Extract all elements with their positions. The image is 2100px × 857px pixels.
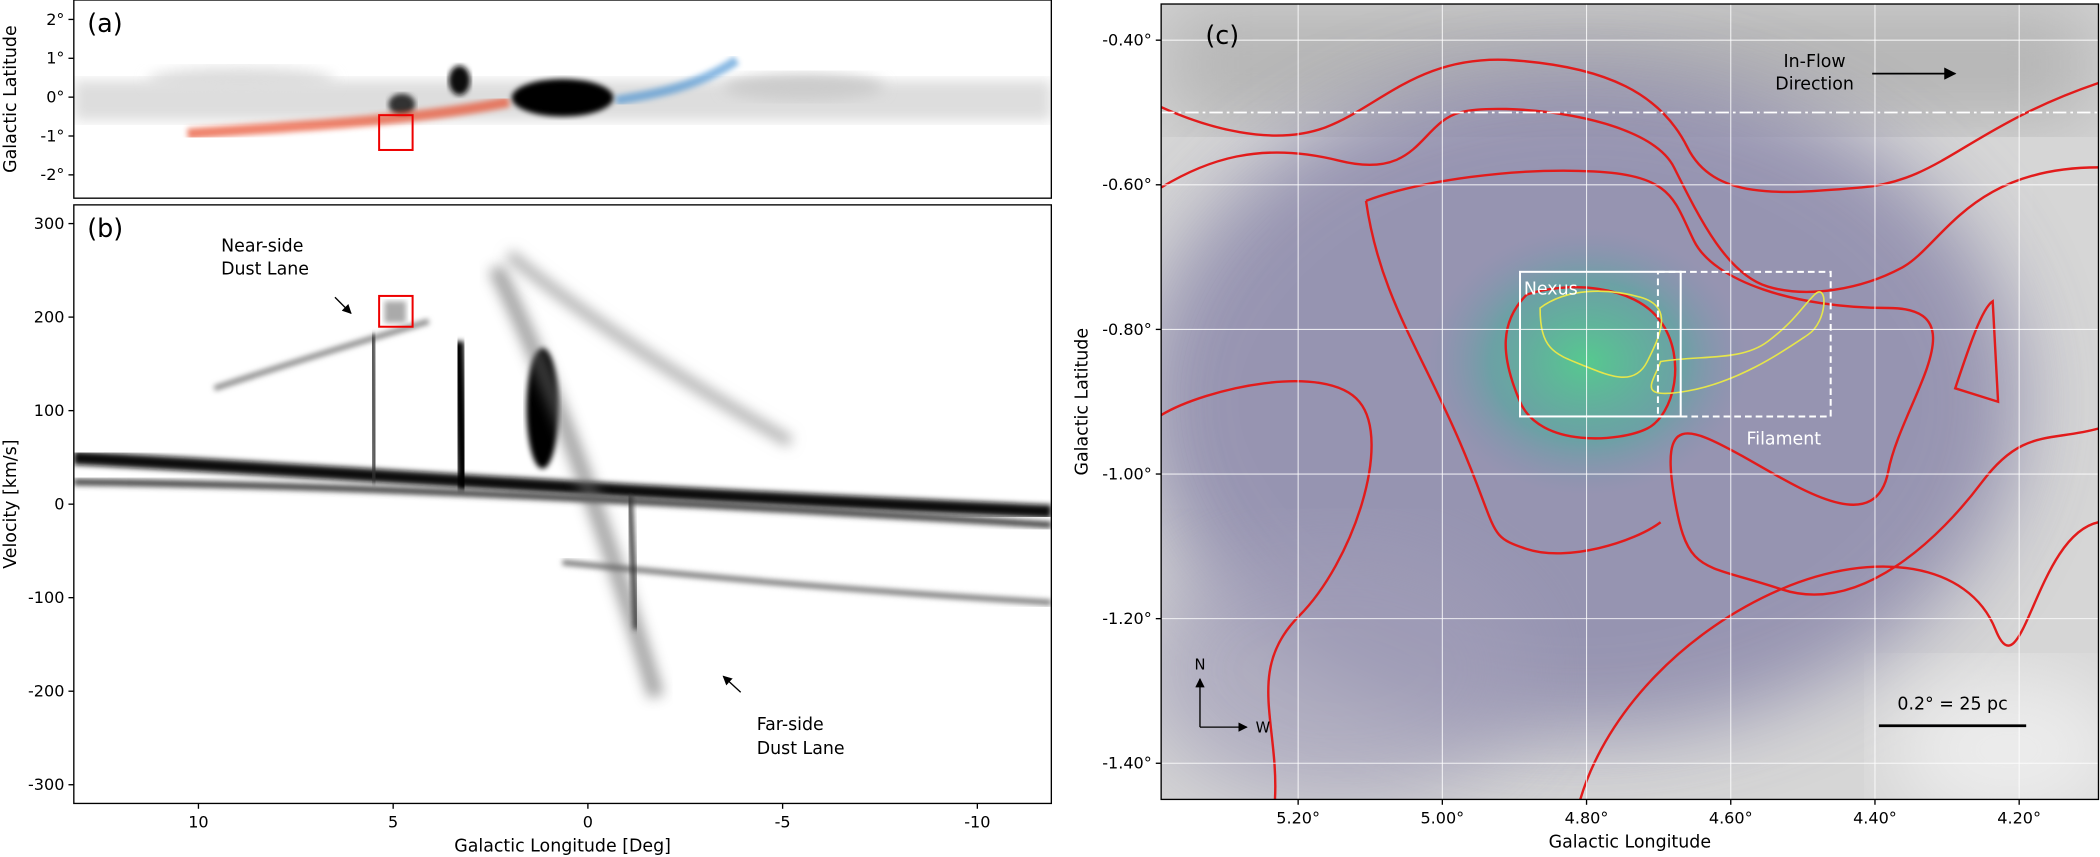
y-tick-label: 300 <box>34 214 65 233</box>
x-tick-label: 4.60° <box>1709 809 1753 828</box>
y-axis-label: Galactic Latitude <box>1 25 21 173</box>
nexus-box <box>1519 270 1682 418</box>
y-axis-label: Galactic Latitude <box>1072 328 1092 476</box>
axes-frame <box>73 204 1053 805</box>
arrow <box>334 296 352 315</box>
x-axis-label: Galactic Longitude <box>1549 833 1711 853</box>
y-tick-label: -1.00° <box>1102 464 1152 483</box>
x-tick-label: 10 <box>188 813 208 832</box>
x-axis-label: Galactic Longitude [Deg] <box>454 837 671 857</box>
region-box <box>378 114 414 151</box>
overlay <box>1161 58 2099 800</box>
annotation: Filament <box>1747 430 1822 450</box>
y-tick-label: -1° <box>40 126 64 145</box>
y-tick-label: -0.80° <box>1102 320 1152 339</box>
filament-box <box>1656 270 1832 418</box>
arrow <box>722 675 742 693</box>
panel-c-image <box>1161 4 2099 800</box>
contour <box>1161 380 1373 800</box>
y-tick-label: -0.60° <box>1102 175 1152 194</box>
y-tick-label: -100 <box>28 588 64 607</box>
y-tick-label: 0° <box>46 88 64 107</box>
contour <box>1650 291 1825 395</box>
contour <box>1161 107 2099 294</box>
annotation: Near-side <box>221 237 303 257</box>
y-tick-label: 100 <box>34 401 65 420</box>
x-tick-label: 5 <box>388 813 398 832</box>
y-tick-label: 2° <box>46 10 64 29</box>
x-tick-label: -10 <box>964 813 990 832</box>
y-axis-label: Velocity [km/s] <box>1 440 21 569</box>
annotation: Nexus <box>1524 280 1578 300</box>
panel-label: (b) <box>87 213 123 243</box>
compass-label: N <box>1194 657 1205 674</box>
contour <box>1365 169 2099 596</box>
annotation: Far-side <box>757 715 824 735</box>
annotation: Direction <box>1775 75 1854 95</box>
annotation: In-Flow <box>1784 52 1846 72</box>
x-tick-label: 5.00° <box>1420 809 1464 828</box>
contour <box>1504 286 1677 440</box>
contour <box>1161 58 2099 194</box>
y-tick-label: -1.20° <box>1102 609 1152 628</box>
contour <box>1953 299 2000 404</box>
annotation: Dust Lane <box>757 739 845 759</box>
x-tick-label: 4.80° <box>1565 809 1609 828</box>
y-tick-label: -0.40° <box>1102 31 1152 50</box>
axes-frame <box>73 0 1053 199</box>
y-tick-label: 200 <box>34 307 65 326</box>
y-tick-label: -2° <box>40 165 64 184</box>
panel-b-image <box>73 250 1052 699</box>
compass-label: W <box>1256 719 1271 736</box>
y-tick-label: -1.40° <box>1102 754 1152 773</box>
contour <box>1579 521 2099 800</box>
panel-label: (c) <box>1205 20 1239 50</box>
panel-label: (a) <box>87 8 122 38</box>
axes-frame <box>1160 3 2100 801</box>
contour <box>1539 290 1663 378</box>
panel-a-image <box>73 56 1052 140</box>
y-tick-label: 1° <box>46 49 64 68</box>
region-box <box>378 294 414 328</box>
x-tick-label: 4.40° <box>1853 809 1897 828</box>
annotation: Dust Lane <box>221 260 309 280</box>
y-tick-label: -300 <box>28 775 64 794</box>
y-tick-label: 0 <box>54 495 64 514</box>
x-tick-label: 0 <box>583 813 593 832</box>
y-tick-label: -200 <box>28 682 64 701</box>
x-tick-label: -5 <box>775 813 791 832</box>
annotation: 0.2° = 25 pc <box>1897 695 2007 715</box>
x-tick-label: 4.20° <box>1997 809 2041 828</box>
x-tick-label: 5.20° <box>1276 809 1320 828</box>
contour <box>1364 200 1662 555</box>
